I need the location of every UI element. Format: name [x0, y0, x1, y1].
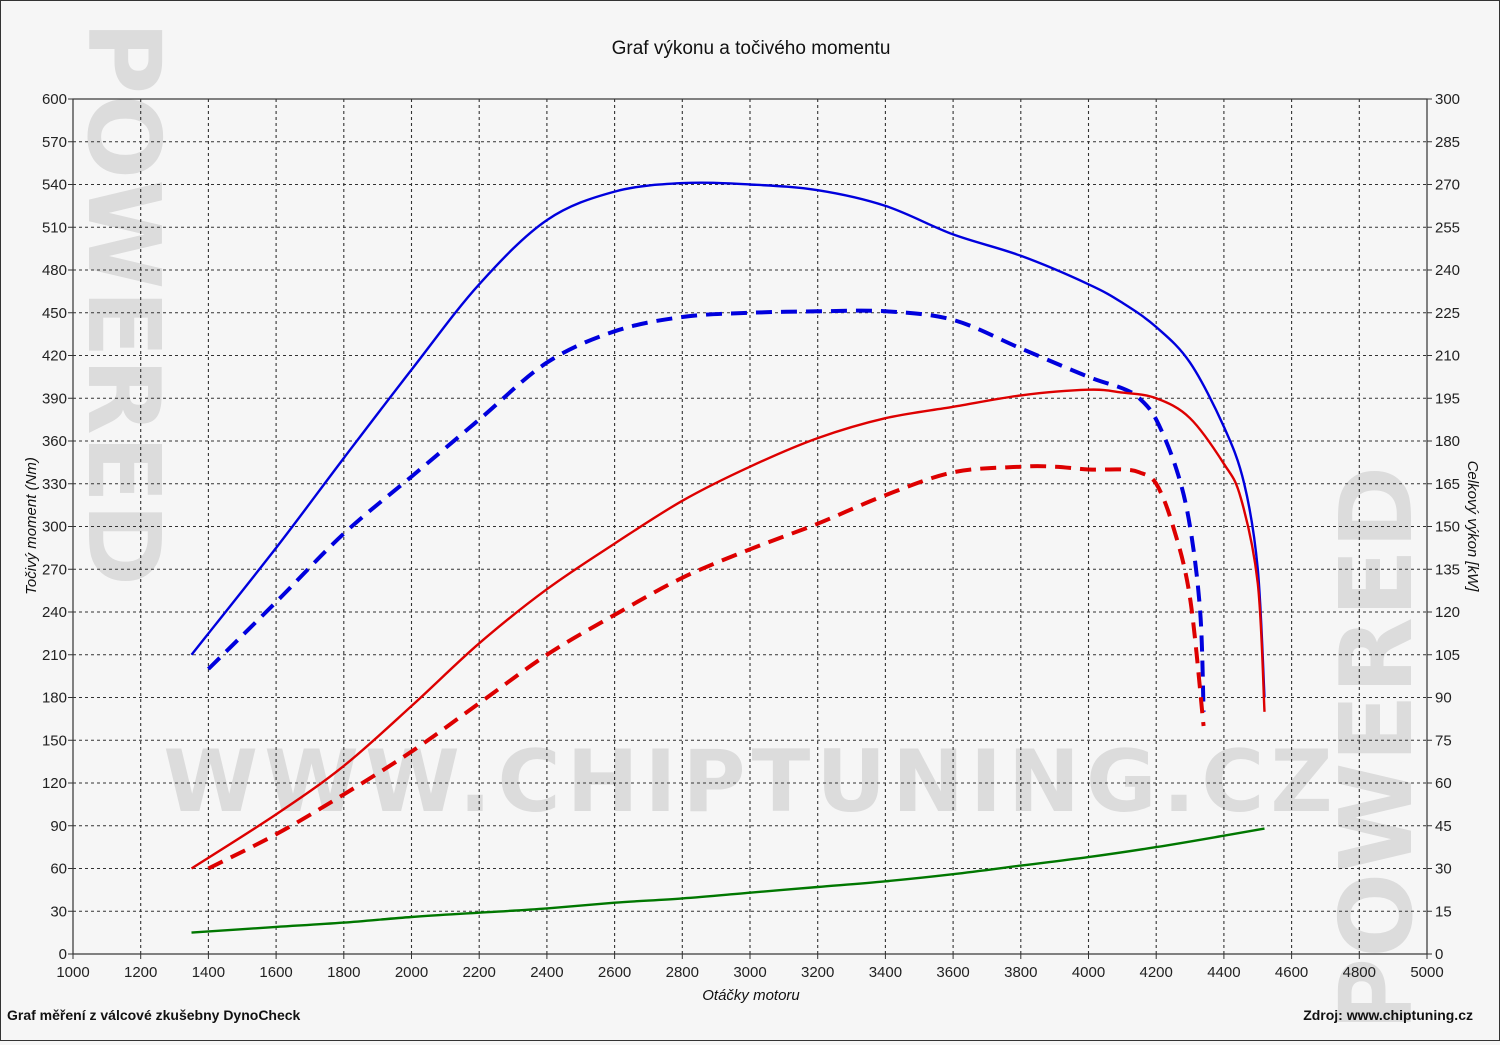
series-line-3-solid	[190, 388, 1266, 870]
x-tick-label: 1000	[56, 964, 89, 981]
y-right-tick-label: 270	[1435, 177, 1460, 194]
y-left-tick-label: 300	[42, 519, 67, 536]
y-left-tick-label: 360	[42, 433, 67, 450]
x-tick-label: 1400	[192, 964, 225, 981]
y-left-tick-label: 540	[42, 177, 67, 194]
y-axis-right-label: Celkový výkon [kW]	[1464, 461, 1481, 593]
y-left-tick-label: 570	[42, 134, 67, 151]
y-axis-left-label: Točivý moment (Nm)	[23, 457, 40, 595]
x-tick-label: 3800	[1004, 964, 1037, 981]
y-right-tick-label: 60	[1435, 775, 1452, 792]
x-tick-label: 2000	[395, 964, 428, 981]
chart-title: Graf výkonu a točivého momentu	[612, 38, 891, 59]
y-left-tick-label: 180	[42, 690, 67, 707]
y-left-tick-label: 60	[50, 861, 67, 878]
series-line-5-solid	[191, 827, 1265, 934]
y-right-tick-label: 0	[1435, 946, 1443, 963]
y-left-tick-label: 480	[42, 262, 67, 279]
watermark-url: WWW.CHIPTUNING.CZ	[163, 732, 1339, 832]
plot-border	[72, 98, 1428, 955]
x-tick-label: 1800	[327, 964, 360, 981]
y-right-tick-label: 150	[1435, 519, 1460, 536]
x-tick-label: 3400	[869, 964, 902, 981]
series-line-4-dashed	[207, 464, 1206, 871]
watermark-side-right: POWERED	[1318, 466, 1435, 1031]
y-right-tick-label: 30	[1435, 861, 1452, 878]
y-right-tick-label: 135	[1435, 561, 1460, 578]
x-tick-label: 4600	[1275, 964, 1308, 981]
tick-labels: 1000 1200 1400 1600 1800 2000 2200 2400 2600 2800…	[42, 91, 1460, 981]
x-tick-label: 4400	[1207, 964, 1240, 981]
y-left-tick-label: 90	[50, 818, 67, 835]
y-left-tick-label: 330	[42, 476, 67, 493]
x-tick-label: 1200	[124, 964, 157, 981]
y-left-tick-label: 270	[42, 561, 67, 578]
series-line-2-dashed	[206, 308, 1206, 712]
footer-source-left: Graf měření z válcové zkušebny DynoCheck	[7, 1007, 301, 1023]
y-right-tick-label: 240	[1435, 262, 1460, 279]
y-right-tick-label: 15	[1435, 903, 1452, 920]
y-right-tick-label: 45	[1435, 818, 1452, 835]
x-tick-label: 1600	[259, 964, 292, 981]
grid	[68, 98, 1432, 959]
y-left-tick-label: 420	[42, 348, 67, 365]
x-tick-label: 3600	[936, 964, 969, 981]
y-left-tick-label: 30	[50, 903, 67, 920]
x-tick-label: 3200	[801, 964, 834, 981]
x-tick-label: 2800	[666, 964, 699, 981]
x-axis-label: Otáčky motoru	[702, 987, 800, 1004]
x-tick-label: 2600	[598, 964, 631, 981]
x-tick-label: 4000	[1072, 964, 1105, 981]
y-right-tick-label: 90	[1435, 690, 1452, 707]
y-right-tick-label: 300	[1435, 91, 1460, 108]
y-right-tick-label: 75	[1435, 732, 1452, 749]
y-right-tick-label: 105	[1435, 647, 1460, 664]
y-left-tick-label: 210	[42, 647, 67, 664]
x-tick-label: 2400	[530, 964, 563, 981]
y-left-tick-label: 450	[42, 305, 67, 322]
y-right-tick-label: 225	[1435, 305, 1460, 322]
y-left-tick-label: 600	[42, 91, 67, 108]
footer-source-right: Zdroj: www.chiptuning.cz	[1303, 1007, 1473, 1023]
y-right-tick-label: 210	[1435, 348, 1460, 365]
x-tick-label: 4200	[1140, 964, 1173, 981]
y-left-tick-label: 510	[42, 219, 67, 236]
y-right-tick-label: 165	[1435, 476, 1460, 493]
x-tick-label: 5000	[1410, 964, 1443, 981]
y-left-tick-label: 0	[59, 946, 67, 963]
y-right-tick-label: 255	[1435, 219, 1460, 236]
x-tick-label: 3000	[733, 964, 766, 981]
y-left-tick-label: 390	[42, 390, 67, 407]
watermark-layer: WWW.CHIPTUNING.CZ POWERED POWERED	[65, 21, 1435, 1031]
y-left-tick-label: 150	[42, 732, 67, 749]
series-layer	[190, 181, 1266, 934]
y-left-tick-label: 240	[42, 604, 67, 621]
series-line-1-solid	[190, 181, 1266, 698]
y-left-tick-label: 120	[42, 775, 67, 792]
y-right-tick-label: 120	[1435, 604, 1460, 621]
x-tick-label: 4800	[1343, 964, 1376, 981]
y-right-tick-label: 285	[1435, 134, 1460, 151]
y-right-tick-label: 180	[1435, 433, 1460, 450]
watermark-side-left: POWERED	[65, 21, 182, 586]
y-right-tick-label: 195	[1435, 390, 1460, 407]
x-tick-label: 2200	[463, 964, 496, 981]
